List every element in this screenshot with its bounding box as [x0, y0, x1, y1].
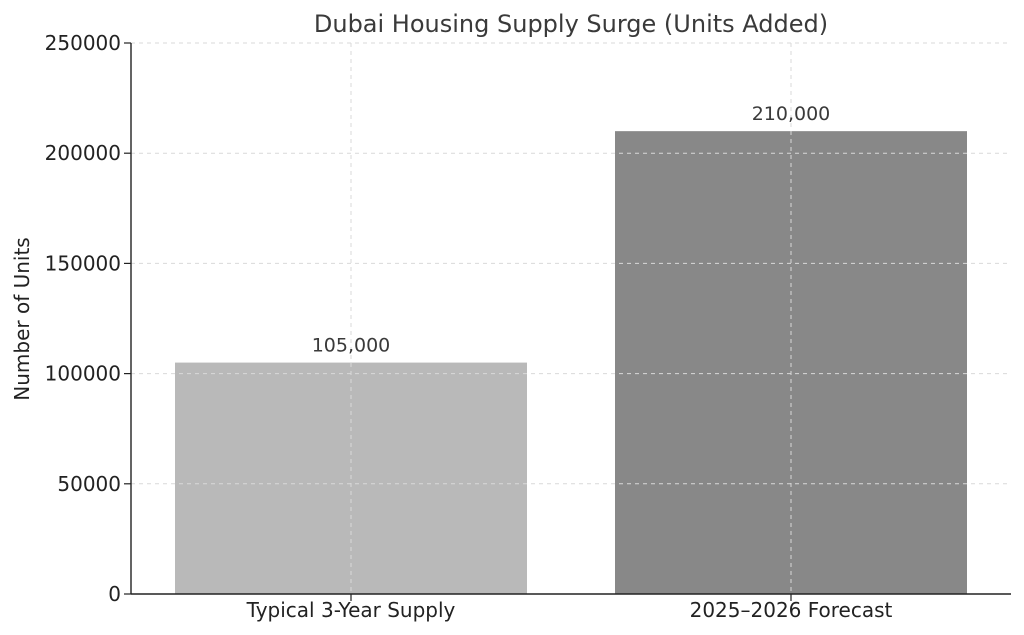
y-ticks: 0 50000 100000 150000 200000 250000	[45, 31, 131, 606]
data-labels: 105,000 210,000	[312, 103, 831, 356]
x-tick-label: Typical 3-Year Supply	[246, 598, 456, 622]
y-tick-label: 150000	[45, 251, 121, 275]
y-tick-label: 0	[108, 582, 121, 606]
axes	[130, 43, 1011, 595]
y-tick-label: 50000	[57, 472, 121, 496]
y-tick-label: 200000	[45, 141, 121, 165]
bar-value-label: 105,000	[312, 335, 391, 357]
chart-title: Dubai Housing Supply Surge (Units Added)	[314, 10, 828, 38]
y-tick-label: 250000	[45, 31, 121, 55]
bars	[175, 131, 967, 594]
y-tick-label: 100000	[45, 362, 121, 386]
x-tick-label: 2025–2026 Forecast	[690, 598, 893, 622]
grid-lines	[131, 42, 1011, 594]
bar-value-label: 210,000	[752, 103, 831, 125]
y-axis-label: Number of Units	[10, 237, 34, 400]
x-ticks: Typical 3-Year Supply 2025–2026 Forecast	[246, 594, 893, 622]
